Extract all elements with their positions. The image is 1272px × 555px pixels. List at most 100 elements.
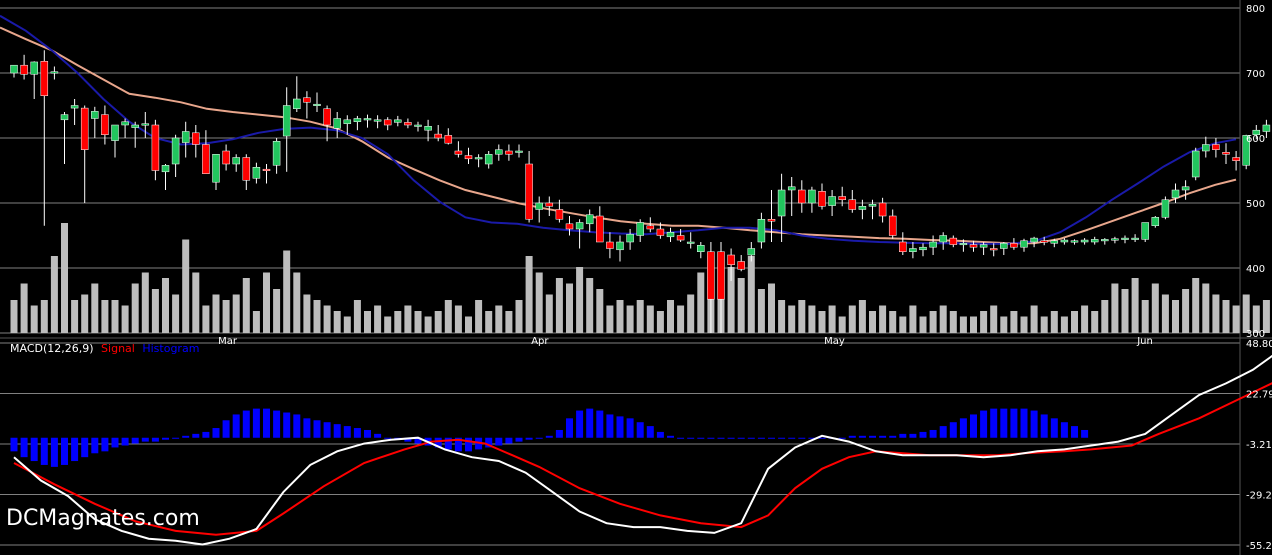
month-label: May — [824, 336, 845, 347]
candle-up — [666, 232, 675, 238]
candle-up — [535, 202, 543, 210]
histogram-bar — [566, 418, 573, 438]
candle-up — [161, 165, 170, 173]
volume-bar — [374, 305, 382, 333]
candle-down — [717, 251, 725, 300]
candle-down — [767, 219, 776, 222]
candle-up — [171, 137, 180, 165]
histogram-bar — [697, 437, 705, 439]
candle-up — [333, 118, 341, 129]
macd-legend: MACD(12,26,9) Signal Histogram — [10, 342, 199, 355]
histogram-bar — [555, 429, 563, 438]
volume-bar — [30, 305, 38, 333]
candle-down — [222, 150, 230, 165]
histogram-bar — [586, 408, 594, 438]
candle-up — [60, 114, 69, 121]
histogram-bar — [212, 428, 220, 438]
volume-bar — [495, 305, 503, 333]
histogram-bar — [980, 410, 988, 438]
volume-bar — [980, 311, 988, 333]
volume-bar — [1081, 305, 1089, 333]
candle-down — [676, 235, 685, 241]
histogram-bar — [444, 437, 452, 450]
macd-lines — [13, 354, 1272, 546]
candle-down — [565, 223, 574, 230]
candle-down — [202, 144, 210, 174]
volume-bar — [414, 311, 422, 333]
volume-bar — [838, 316, 846, 333]
candle-up — [1171, 189, 1180, 199]
histogram-bar — [141, 437, 149, 442]
volume-bar — [1192, 278, 1200, 333]
histogram-bar — [71, 437, 79, 462]
price-tick-label: 400 — [1246, 264, 1265, 275]
candle-up — [1000, 243, 1008, 249]
volume-bar — [596, 289, 604, 333]
histogram-bar — [50, 437, 58, 467]
candle-up — [939, 235, 947, 243]
volume-bar — [444, 300, 452, 333]
candle-up — [313, 103, 321, 106]
histogram-bar — [81, 437, 89, 458]
candle-up — [575, 222, 584, 230]
volume-bar — [747, 256, 755, 333]
histogram-bar — [879, 435, 887, 438]
candle-down — [838, 196, 846, 200]
candle-up — [131, 124, 139, 128]
histogram-bar — [121, 437, 129, 446]
histogram-bar — [414, 437, 422, 444]
histogram-bar — [838, 437, 846, 439]
volume-bar — [192, 272, 200, 333]
volume-bar — [61, 223, 68, 333]
histogram-bar — [889, 435, 897, 438]
volume-bar — [50, 256, 58, 333]
candle-down — [989, 248, 998, 251]
histogram-bar — [20, 437, 28, 458]
candle-down — [545, 202, 554, 207]
volume-bar — [737, 278, 745, 333]
volume-bar — [576, 267, 584, 333]
price-tick-label: 600 — [1246, 134, 1265, 145]
candlesticks — [10, 50, 1271, 333]
volume-bar — [555, 278, 563, 333]
histogram-bar — [808, 437, 816, 439]
volume-bar — [1151, 283, 1159, 333]
volume-bar — [263, 272, 270, 333]
volume-bar — [1030, 305, 1038, 333]
histogram-bar — [990, 408, 998, 438]
month-label: Mar — [218, 336, 238, 347]
histogram-bar — [61, 437, 68, 465]
volume-bar — [545, 294, 553, 333]
volume-bars — [10, 223, 1270, 333]
volume-bar — [212, 294, 220, 333]
volume-bar — [71, 300, 79, 333]
candle-up — [343, 119, 352, 124]
candle-up — [747, 248, 756, 256]
histogram-bar — [646, 426, 654, 438]
volume-bar — [505, 311, 513, 333]
histogram-bar — [545, 435, 553, 438]
histogram-bar — [970, 414, 977, 438]
candle-down — [525, 163, 533, 220]
candle-down — [383, 119, 392, 126]
candle-up — [272, 141, 281, 166]
candle-up — [252, 167, 261, 179]
candle-up — [414, 124, 422, 127]
volume-bar — [919, 316, 927, 333]
volume-bar — [566, 283, 573, 333]
candle-down — [707, 251, 715, 300]
candle-up — [10, 64, 18, 74]
candle-up — [1242, 135, 1250, 166]
volume-bar — [778, 300, 786, 333]
candle-up — [1141, 222, 1149, 240]
volume-bar — [141, 272, 149, 333]
histogram-bar — [515, 437, 523, 442]
volume-bar — [1141, 300, 1149, 333]
histogram-bar — [858, 435, 866, 438]
histogram-bar — [939, 426, 947, 438]
volume-bar — [656, 311, 664, 333]
candle-up — [626, 233, 634, 243]
volume-bar — [81, 294, 89, 333]
volume-bar — [1060, 316, 1068, 333]
histogram-bar — [576, 410, 584, 438]
